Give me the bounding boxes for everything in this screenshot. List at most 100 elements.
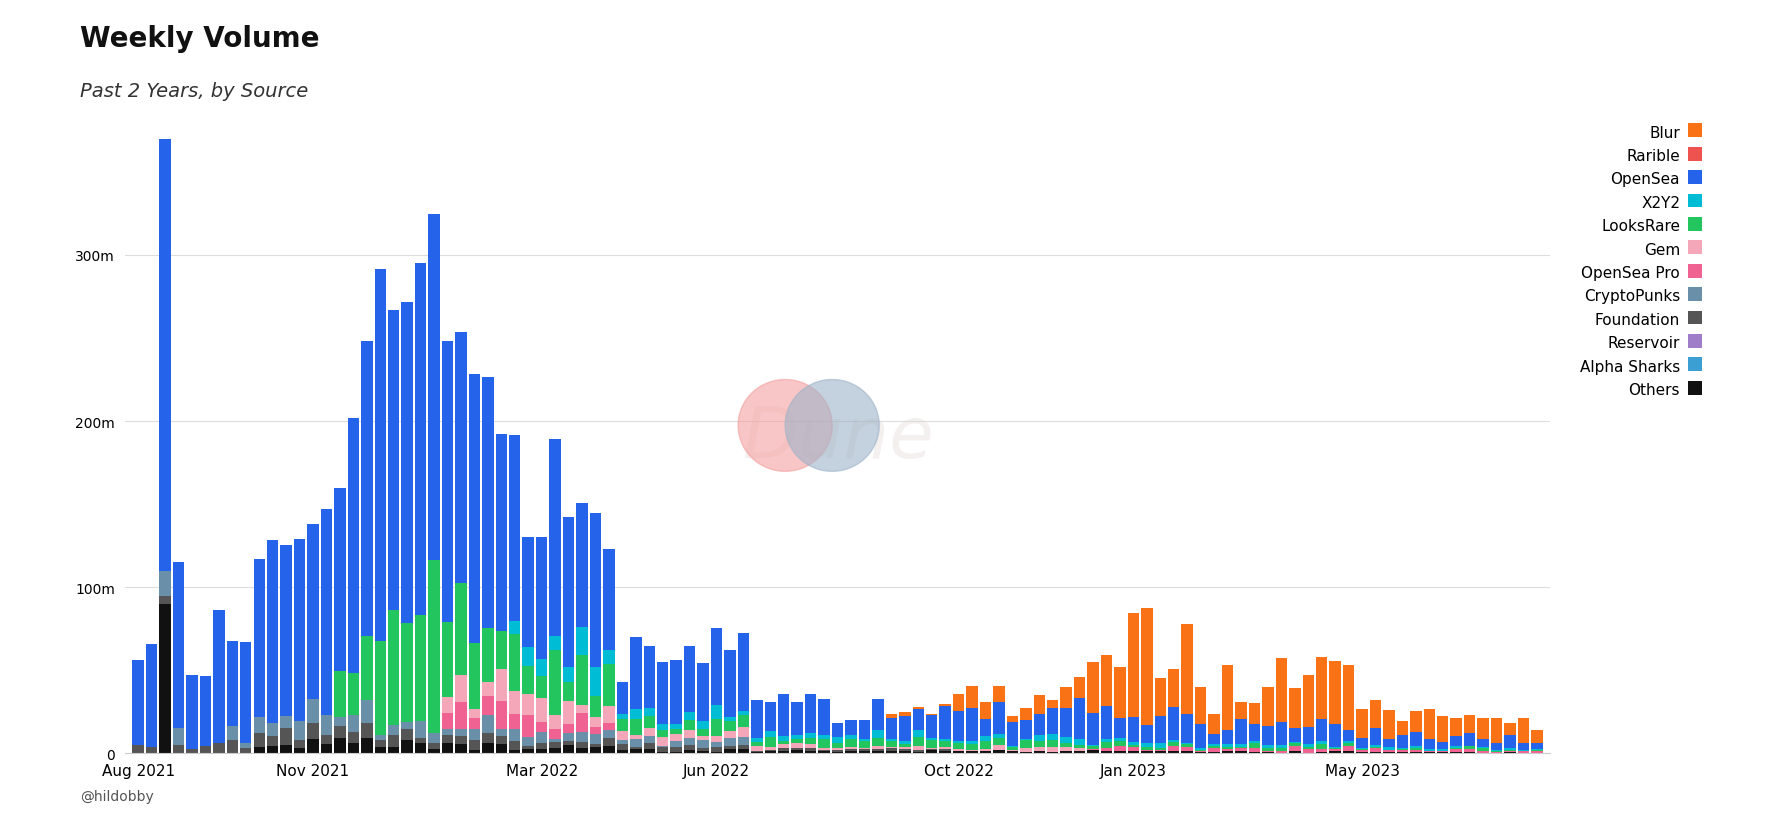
Bar <box>939 749 952 752</box>
Bar <box>1276 748 1287 751</box>
Bar <box>214 743 225 753</box>
Bar <box>900 751 911 753</box>
Bar <box>253 733 266 747</box>
Bar <box>791 744 804 748</box>
Bar <box>1060 752 1073 753</box>
Bar <box>980 749 991 751</box>
Bar <box>886 741 896 747</box>
Bar <box>1048 700 1059 708</box>
Bar <box>335 738 346 753</box>
Bar <box>226 740 239 753</box>
Bar <box>927 749 937 750</box>
Bar <box>927 750 937 753</box>
Bar <box>1276 751 1287 753</box>
Bar <box>1329 662 1340 724</box>
Bar <box>1155 751 1165 753</box>
Bar <box>1208 747 1221 748</box>
Bar <box>859 741 870 748</box>
Bar <box>791 750 804 753</box>
Bar <box>1140 608 1153 725</box>
Bar <box>1034 714 1044 735</box>
Bar <box>939 704 952 706</box>
Bar <box>617 750 627 753</box>
Bar <box>1019 739 1032 740</box>
Bar <box>912 747 923 749</box>
Bar <box>1356 738 1369 749</box>
Bar <box>1181 751 1192 753</box>
Bar <box>684 713 695 720</box>
Bar <box>1101 751 1112 753</box>
Bar <box>1128 613 1139 717</box>
Bar <box>362 699 372 723</box>
Bar <box>711 705 722 719</box>
Bar <box>602 738 615 745</box>
Bar <box>347 715 360 732</box>
Bar <box>1075 698 1085 740</box>
Bar <box>146 645 157 747</box>
Bar <box>1288 743 1301 746</box>
Bar <box>779 735 789 741</box>
Bar <box>1181 744 1192 748</box>
Bar <box>253 747 266 753</box>
Bar <box>1465 752 1475 753</box>
Bar <box>1222 749 1233 751</box>
Bar <box>510 691 520 714</box>
Bar <box>267 736 278 746</box>
Bar <box>752 742 763 746</box>
Bar <box>280 745 292 753</box>
Bar <box>510 622 520 635</box>
Bar <box>845 751 857 753</box>
Bar <box>631 709 642 719</box>
Bar <box>454 333 467 583</box>
Bar <box>307 524 319 699</box>
Bar <box>1019 740 1032 748</box>
Bar <box>1329 724 1340 747</box>
Bar <box>993 702 1005 734</box>
Bar <box>912 707 923 709</box>
Bar <box>805 734 816 739</box>
Bar <box>590 744 601 747</box>
Bar <box>1303 744 1313 747</box>
Bar <box>1196 725 1206 748</box>
Bar <box>1465 715 1475 734</box>
Bar <box>280 727 292 745</box>
Bar <box>1492 752 1502 753</box>
Bar <box>927 715 937 739</box>
Bar <box>912 737 923 747</box>
Bar <box>1181 748 1192 751</box>
Bar <box>738 737 748 744</box>
Bar <box>1060 688 1073 708</box>
Bar <box>953 741 964 743</box>
Bar <box>697 736 709 740</box>
Bar <box>697 663 709 721</box>
Bar <box>752 746 763 750</box>
Bar <box>510 436 520 622</box>
Bar <box>374 740 387 747</box>
Bar <box>738 727 748 737</box>
Bar <box>631 749 642 753</box>
Bar <box>1249 752 1260 753</box>
Bar <box>321 744 331 753</box>
Bar <box>1397 735 1408 748</box>
Bar <box>1222 730 1233 744</box>
Bar <box>1518 750 1529 751</box>
Bar <box>980 702 991 719</box>
Bar <box>1101 707 1112 739</box>
Bar <box>454 676 467 702</box>
Bar <box>980 719 991 736</box>
Bar <box>1101 739 1112 742</box>
Text: Past 2 Years, by Source: Past 2 Years, by Source <box>80 82 308 101</box>
Bar <box>966 741 978 744</box>
Bar <box>658 725 668 730</box>
Bar <box>347 672 360 715</box>
Bar <box>483 715 494 734</box>
Bar <box>1075 745 1085 748</box>
Bar <box>1222 665 1233 730</box>
Bar <box>1477 749 1488 751</box>
Bar <box>845 747 857 749</box>
Bar <box>536 722 547 732</box>
Bar <box>1492 718 1502 743</box>
Bar <box>1087 749 1099 750</box>
Bar <box>226 726 239 740</box>
Bar <box>1383 750 1395 753</box>
